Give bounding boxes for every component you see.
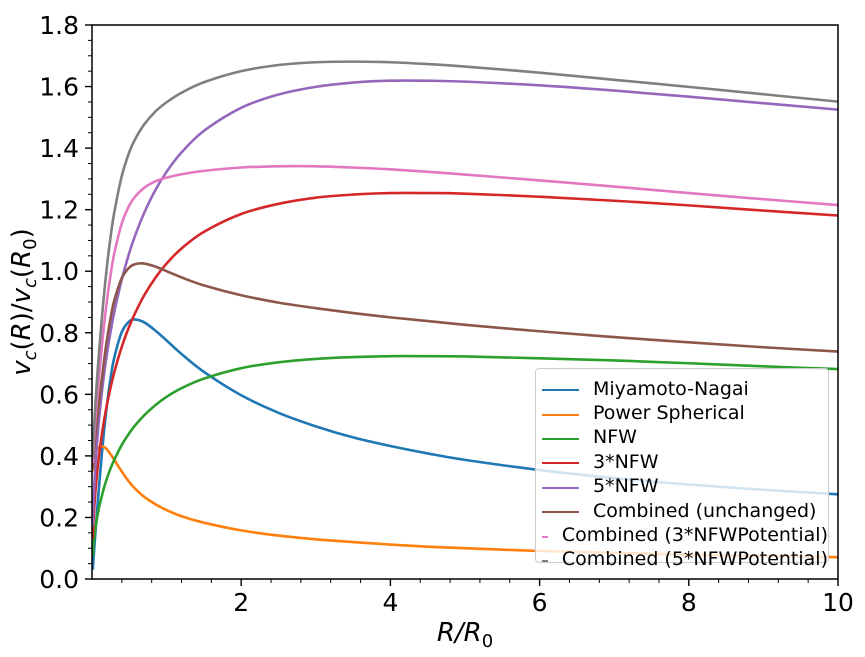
axis-label-segment: c	[20, 350, 41, 360]
legend-line-sample	[542, 559, 548, 562]
axis-label-segment: v	[7, 360, 37, 376]
x-tick-label: 4	[382, 588, 398, 617]
legend-line-sample	[542, 486, 579, 489]
y-axis-label: vc(R)/vc(R0)	[7, 228, 41, 376]
axis-label-segment: R	[464, 618, 482, 648]
axis-label-segment: v	[7, 287, 37, 303]
legend-line-sample	[542, 389, 579, 392]
y-tick-label: 0.2	[39, 503, 79, 532]
curve-combined-3-nfwpotential	[92, 164, 838, 464]
x-tick-label: 10	[822, 588, 854, 617]
legend-line-sample	[542, 511, 579, 514]
curve-nfw	[92, 354, 838, 557]
y-tick-label: 1.0	[39, 257, 79, 286]
axis-label-segment: )	[7, 228, 37, 238]
legend-item: Miyamoto-Nagai	[536, 378, 828, 402]
legend-label: Miyamoto-Nagai	[593, 377, 749, 400]
tick-labels-group: 2 4 6 8 10 0.0 0.2 0.4 0.6 0.8 1.0 1.2 1.4 1.6 1.8	[39, 11, 854, 617]
axis-label-segment: /	[453, 618, 467, 648]
legend-label: Combined (3*NFWPotential)	[561, 524, 828, 547]
curve-5-nfw	[92, 79, 838, 527]
legend-label: Power Spherical	[593, 402, 745, 425]
legend-item: Power Spherical	[536, 402, 828, 426]
legend-item: 5*NFW	[536, 476, 828, 500]
x-tick-label: 8	[681, 588, 697, 617]
curve-combined-unchanged	[92, 262, 838, 469]
axis-label-segment: (	[7, 340, 37, 350]
legend-item: Combined (5*NFWPotential)	[536, 549, 828, 573]
legend-label: NFW	[593, 426, 637, 449]
legend-label: Combined (5*NFWPotential)	[561, 548, 828, 571]
axis-label-segment: R	[7, 250, 37, 268]
axis-label-segment: )/	[7, 303, 37, 322]
y-tick-label: 0.8	[39, 319, 79, 348]
legend-item: NFW	[536, 427, 828, 451]
legend-line-sample	[542, 462, 579, 465]
legend-line-sample	[542, 535, 548, 538]
y-tick-label: 1.8	[39, 11, 79, 40]
x-tick-label: 6	[532, 588, 548, 617]
axis-label-segment: 0	[482, 631, 493, 652]
x-tick-label: 2	[233, 588, 249, 617]
legend-line-sample	[542, 437, 579, 440]
legend-line-sample	[542, 413, 579, 416]
axis-label-segment: R	[437, 618, 455, 648]
plot-border	[91, 24, 839, 580]
curve-3-nfw	[92, 191, 838, 540]
axis-label-segment: 0	[20, 238, 41, 249]
y-tick-label: 0.4	[39, 442, 79, 471]
y-tick-label: 0.6	[39, 380, 79, 409]
axis-label-segment: c	[20, 278, 41, 288]
legend-item: Combined (unchanged)	[536, 500, 828, 524]
legend-label: 3*NFW	[593, 450, 659, 473]
y-tick-label: 1.2	[39, 196, 79, 225]
axis-label-segment: (	[7, 268, 37, 278]
legend: Miyamoto-Nagai Power Spherical NFW 3*NFW 5*N…	[535, 368, 829, 569]
y-tick-label: 1.6	[39, 73, 79, 102]
legend-label: Combined (unchanged)	[593, 499, 817, 522]
legend-item: Combined (3*NFWPotential)	[536, 524, 828, 548]
curve-power-spherical	[92, 445, 838, 559]
y-tick-label: 1.4	[39, 134, 79, 163]
y-tick-label: 0.0	[39, 565, 79, 594]
x-axis-label: R/R0	[437, 618, 493, 652]
curve-combined-5-nfwpotential	[92, 60, 838, 459]
axis-label-segment: R	[7, 322, 37, 340]
legend-label: 5*NFW	[593, 475, 659, 498]
legend-item: 3*NFW	[536, 451, 828, 475]
curves-group	[92, 60, 838, 571]
